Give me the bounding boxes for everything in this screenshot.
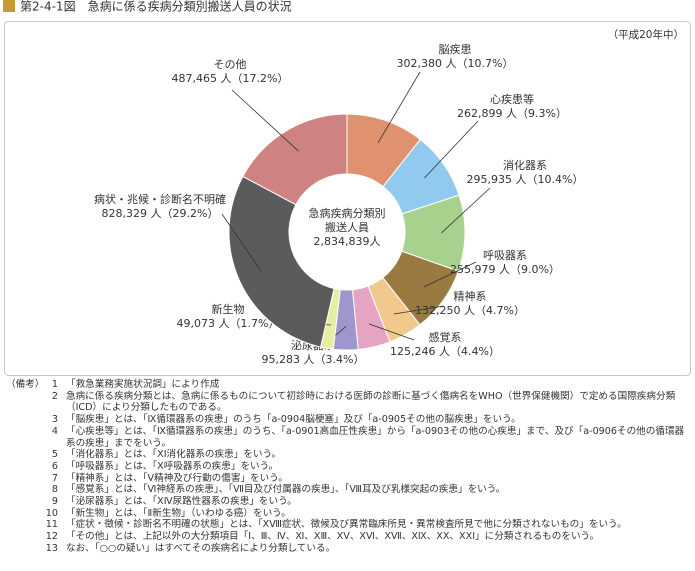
note-number: 12 bbox=[45, 531, 58, 543]
note-number: 3 bbox=[51, 414, 58, 426]
slice-value: 828,329 人（29.2%） bbox=[102, 207, 219, 220]
note-number: 7 bbox=[51, 472, 58, 484]
slice-name: 感覚系 bbox=[429, 331, 462, 344]
chart-title: 第2-4-1図 急病に係る疾病分類別搬送人員の状況 bbox=[20, 0, 292, 14]
center-label: 急病疾病分類別 bbox=[309, 206, 386, 220]
note-text: 「消化器系」とは、「ⅩⅠ消化器系の疾患」をいう。 bbox=[66, 449, 282, 461]
note-number: 13 bbox=[45, 542, 58, 554]
note-row: 11 「症状・徴候・診断名不明確の状態」とは、「ⅩⅧ症状、徴候及び異常臨床所見・異… bbox=[6, 519, 690, 531]
spacer bbox=[6, 473, 40, 485]
leader-line bbox=[424, 120, 479, 179]
slice-value: 49,073 人（1.7%） bbox=[177, 317, 280, 330]
slice-value: 302,380 人（10.7%） bbox=[397, 57, 514, 70]
note-text: 「新生物」とは、「Ⅱ新生物」（いわゆる癌）をいう。 bbox=[66, 507, 291, 519]
donut-slice bbox=[228, 175, 335, 348]
slice-value: 95,283 人（3.4%） bbox=[262, 353, 365, 366]
note-number: 1 bbox=[51, 379, 58, 390]
note-row: 10 「新生物」とは、「Ⅱ新生物」（いわゆる癌）をいう。 bbox=[6, 508, 690, 520]
spacer bbox=[6, 391, 40, 414]
slice-name: 病状・兆候・診断名不明確 bbox=[94, 192, 226, 206]
slice-name: 精神系 bbox=[454, 289, 487, 303]
spacer bbox=[6, 519, 40, 531]
slice-value: 487,465 人（17.2%） bbox=[172, 72, 289, 85]
center-label: 搬送人員 bbox=[325, 220, 369, 234]
note-text: 「脳疾患」とは、「Ⅸ循環器系の疾患」のうち「a-0904脳梗塞」及び「a-090… bbox=[66, 414, 521, 426]
spacer bbox=[6, 531, 40, 543]
note-row: 2 急病に係る疾病分類とは、急病に係るものについて初診時における医師の診断に基づく… bbox=[6, 391, 690, 414]
note-number: 2 bbox=[51, 390, 58, 402]
note-row: 5 「消化器系」とは、「ⅩⅠ消化器系の疾患」をいう。 bbox=[6, 449, 690, 461]
note-number: 4 bbox=[51, 425, 58, 437]
note-text: 「救急業務実施状況調」により作成 bbox=[66, 379, 220, 390]
note-row: （備考） 1 「救急業務実施状況調」により作成 bbox=[6, 379, 690, 391]
note-text: 「泌尿器系」とは、「ⅩⅣ尿路性器系の疾患」をいう。 bbox=[66, 496, 297, 508]
spacer bbox=[6, 426, 40, 449]
leader-line bbox=[393, 305, 445, 315]
slice-name: 呼吸器系 bbox=[483, 249, 527, 262]
note-row: 6 「呼吸器系」とは、「Ⅹ呼吸器系の疾患」をいう。 bbox=[6, 461, 690, 473]
note-number: 10 bbox=[45, 507, 58, 519]
slice-value: 125,246 人（4.4%） bbox=[390, 345, 500, 358]
slice-name: 脳疾患 bbox=[439, 42, 472, 56]
title-icon bbox=[3, 0, 15, 12]
spacer bbox=[6, 449, 40, 461]
note-row: 4 「心疾患等」とは、「Ⅸ循環器系の疾患」のうち、「a-0901高血圧性疾患」から… bbox=[6, 426, 690, 449]
note-number: 9 bbox=[51, 496, 58, 508]
leader-line bbox=[441, 187, 491, 234]
leader-line bbox=[221, 213, 262, 272]
note-text: 急病に係る疾病分類とは、急病に係るものについて初診時における医師の診断に基づく傷… bbox=[66, 390, 676, 414]
note-text: 「症状・徴候・診断名不明確の状態」とは、「ⅩⅧ症状、徴候及び異常臨床所見・異常検… bbox=[66, 519, 627, 531]
note-row: 13 なお、「○○の疑い」はすべてその疾病名により分類している。 bbox=[6, 543, 690, 555]
spacer bbox=[6, 461, 40, 473]
center-label: 2,834,839人 bbox=[314, 235, 381, 248]
spacer bbox=[6, 543, 40, 555]
leader-line bbox=[368, 323, 415, 341]
slice-value: 295,935 人（10.4%） bbox=[467, 173, 584, 186]
note-number: 11 bbox=[45, 519, 58, 531]
leader-line bbox=[377, 71, 421, 144]
chart: 第2-4-1図 急病に係る疾病分類別搬送人員の状況 （平成20年中） 脳疾患30… bbox=[3, 0, 691, 376]
note-text: なお、「○○の疑い」はすべてその疾病名により分類している。 bbox=[66, 542, 336, 554]
note-text: 「精神系」とは、「Ⅴ精神及び行動の傷害」をいう。 bbox=[66, 472, 288, 484]
note-row: 8 「感覚系」とは、「Ⅵ神経系の疾患」、「Ⅶ目及び付属器の疾患」、「Ⅷ耳及び乳様突… bbox=[6, 484, 690, 496]
slice-name: その他 bbox=[214, 58, 247, 71]
note-text: 「その他」とは、上記以外の大分類項目「Ⅰ、Ⅲ、Ⅳ、Ⅺ、ⅩⅢ、ⅩⅤ、ⅩⅥ、ⅩⅦ、Ⅹ… bbox=[66, 531, 600, 543]
notes-heading: （備考） bbox=[6, 379, 45, 390]
note-text: 「呼吸器系」とは、「Ⅹ呼吸器系の疾患」をいう。 bbox=[66, 460, 279, 472]
note-row: 3 「脳疾患」とは、「Ⅸ循環器系の疾患」のうち「a-0904脳梗塞」及び「a-09… bbox=[6, 414, 690, 426]
chart-frame bbox=[4, 21, 691, 376]
leader-line bbox=[231, 89, 299, 152]
slice-name: 心疾患等 bbox=[490, 92, 534, 106]
note-row: 9 「泌尿器系」とは、「ⅩⅣ尿路性器系の疾患」をいう。 bbox=[6, 496, 690, 508]
slice-value: 255,979 人（9.0%） bbox=[450, 263, 560, 276]
slice-name: 消化器系 bbox=[503, 158, 547, 172]
note-number: 5 bbox=[51, 449, 58, 461]
donut-slice bbox=[242, 113, 348, 206]
notes: （備考） 1 「救急業務実施状況調」により作成 2 急病に係る疾病分類とは、急病に係るも… bbox=[6, 379, 690, 555]
note-number: 6 bbox=[51, 460, 58, 472]
note-row: 12 「その他」とは、上記以外の大分類項目「Ⅰ、Ⅲ、Ⅳ、Ⅺ、ⅩⅢ、ⅩⅤ、ⅩⅥ、ⅩⅦ… bbox=[6, 531, 690, 543]
slice-name: 新生物 bbox=[212, 302, 245, 316]
slice-value: 262,899 人（9.3%） bbox=[457, 107, 567, 120]
note-text: 「心疾患等」とは、「Ⅸ循環器系の疾患」のうち、「a-0901高血圧性疾患」から「… bbox=[66, 425, 685, 449]
note-number: 8 bbox=[51, 484, 58, 496]
note-row: 7 「精神系」とは、「Ⅴ精神及び行動の傷害」をいう。 bbox=[6, 473, 690, 485]
leader-line bbox=[423, 261, 477, 288]
spacer bbox=[6, 496, 40, 508]
spacer bbox=[6, 414, 40, 426]
note-text: 「感覚系」とは、「Ⅵ神経系の疾患」、「Ⅶ目及び付属器の疾患」、「Ⅷ耳及び乳様突起… bbox=[66, 484, 506, 496]
chart-subtitle: （平成20年中） bbox=[608, 28, 684, 41]
spacer bbox=[6, 508, 40, 520]
spacer bbox=[6, 484, 40, 496]
slice-value: 132,250 人（4.7%） bbox=[415, 304, 525, 317]
